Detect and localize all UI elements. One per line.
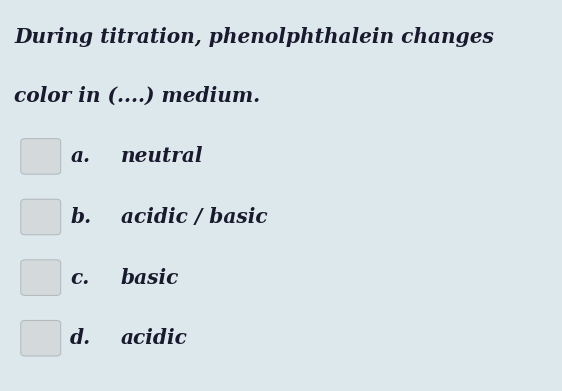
Text: neutral: neutral: [121, 146, 203, 167]
Text: acidic: acidic: [121, 328, 188, 348]
Text: basic: basic: [121, 267, 179, 288]
Text: c.: c.: [70, 267, 89, 288]
FancyBboxPatch shape: [21, 321, 61, 356]
FancyBboxPatch shape: [21, 260, 61, 296]
FancyBboxPatch shape: [21, 199, 61, 235]
Text: b.: b.: [70, 207, 92, 227]
Text: During titration, phenolphthalein changes: During titration, phenolphthalein change…: [14, 27, 494, 47]
Text: acidic / basic: acidic / basic: [121, 207, 268, 227]
Text: color in (....) medium.: color in (....) medium.: [14, 86, 260, 106]
Text: d.: d.: [70, 328, 92, 348]
Text: a.: a.: [70, 146, 90, 167]
FancyBboxPatch shape: [21, 139, 61, 174]
